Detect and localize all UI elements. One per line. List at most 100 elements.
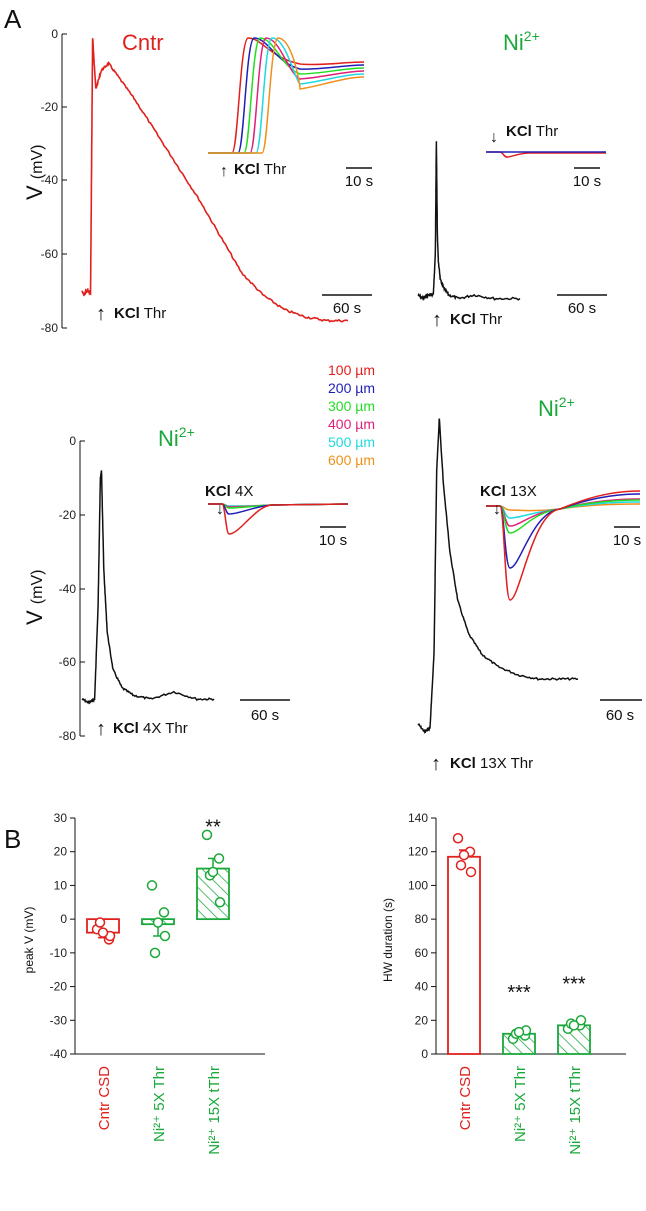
cntr-tick-label: -40	[41, 173, 59, 187]
peak-v-category-label: Ni²⁺ 5X Thr	[151, 1066, 168, 1142]
ni-thr-inset-trace	[486, 151, 606, 158]
cntr-tick-label: -60	[41, 247, 59, 261]
ni-13x-title: Ni2+	[538, 394, 575, 421]
ni-thr-stim-arrow: ↑	[432, 309, 442, 331]
hw-duration-bar	[447, 855, 481, 1055]
peak-v-tick-label: 20	[54, 845, 68, 859]
ni-4x-tick-label: -80	[59, 729, 77, 743]
cntr-title: Cntr	[122, 30, 164, 55]
peak-v-data-point	[97, 927, 109, 938]
ni-13x-inset-label: KCl 13X	[480, 483, 537, 500]
peak-v-data-point	[213, 853, 225, 864]
peak-v-tick-label: 0	[60, 912, 67, 926]
cntr-inset-trace	[208, 37, 365, 154]
ni-thr-inset-label: KCl Thr	[506, 123, 558, 140]
legend-item: 200 µm	[328, 380, 375, 396]
ni-13x-inset	[486, 490, 641, 601]
ni-13x-inset-trace	[486, 503, 641, 512]
legend-item: 300 µm	[328, 398, 375, 414]
hw-duration-tick-label: 40	[415, 980, 429, 994]
cntr-inset-scale-label: 10 s	[345, 173, 373, 190]
ni-4x-tick-label: -40	[59, 582, 77, 596]
cntr-inset-arrow: ↑	[220, 163, 228, 180]
peak-v-data-point	[207, 866, 219, 878]
ni-13x-inset-scale-label: 10 s	[613, 532, 641, 549]
legend-item: 400 µm	[328, 416, 375, 432]
peak-v-y-label: peak V (mV)	[22, 907, 36, 974]
peak-v-bar-chart: peak V (mV) 30 20 10 0 -10 -20 -30 -40 Cntr CSD N…	[22, 811, 265, 1155]
peak-v-data-point	[146, 880, 158, 891]
peak-v-tick-label: -10	[50, 946, 68, 960]
hw-duration-data-point	[465, 866, 477, 878]
cntr-trace	[81, 38, 349, 323]
distance-legend: 100 µm 200 µm 300 µm 400 µm 500 µm 600 µ…	[328, 362, 375, 468]
peak-v-data-point	[158, 907, 170, 918]
hw-duration-significance: ***	[507, 982, 531, 1004]
ni-4x-panel: 0 -20 -40 -60 -80 V (mV) Ni2+ ↑ KCl 4X T…	[22, 424, 349, 743]
hw-duration-tick-label: 20	[415, 1013, 429, 1027]
peak-v-data-point	[152, 917, 164, 928]
ni-4x-stim-label: KCl 4X Thr	[113, 720, 188, 737]
cntr-stim-label: KCl Thr	[114, 305, 166, 322]
cntr-inset-trace	[208, 37, 365, 154]
hw-duration-tick-label: 80	[415, 912, 429, 926]
legend-item: 500 µm	[328, 434, 375, 450]
peak-v-data-point	[94, 917, 106, 928]
ni-4x-stim-arrow: ↑	[96, 718, 106, 740]
hw-duration-data-point	[513, 1026, 525, 1038]
hw-duration-tick-label: 0	[421, 1047, 428, 1061]
peak-v-significance: **	[205, 817, 221, 839]
hw-duration-data-point	[452, 832, 464, 844]
peak-v-tick-label: 30	[54, 811, 68, 825]
peak-v-category-label: Cntr CSD	[96, 1066, 113, 1130]
ni-13x-inset-trace	[486, 493, 641, 569]
ni-thr-title: Ni2+	[503, 28, 540, 55]
ni-13x-stim-label: KCl 13X Thr	[450, 755, 533, 772]
ni-thr-panel: Ni2+ ↑ KCl Thr 60 s ↓ KCl Thr 10 s	[417, 28, 607, 331]
ni-4x-y-label: V (mV)	[22, 570, 47, 625]
ni-thr-stim-label: KCl Thr	[450, 311, 502, 328]
ni-4x-scale-label: 60 s	[251, 707, 279, 724]
ni-13x-trace	[417, 418, 579, 735]
hw-duration-significance: ***	[562, 973, 586, 995]
hw-duration-data-point	[575, 1015, 587, 1026]
cntr-tick-label: -20	[41, 100, 59, 114]
cntr-panel: 0 -20 -40 -60 -80 V (mV) Cntr ↑ KCl Thr …	[22, 27, 373, 335]
hw-duration-y-label: HW duration (s)	[381, 898, 395, 982]
ni-13x-inset-trace	[486, 490, 641, 601]
ni-thr-inset	[486, 151, 606, 158]
cntr-stim-arrow: ↑	[96, 303, 106, 325]
cntr-y-label: V (mV)	[22, 145, 47, 200]
peak-v-category-label: Ni²⁺ 15X tThr	[206, 1066, 223, 1155]
cntr-inset-trace	[208, 37, 365, 154]
peak-v-tick-label: -40	[50, 1047, 68, 1061]
peak-v-data-point	[214, 897, 226, 908]
ni-13x-inset-trace	[486, 499, 641, 534]
cntr-inset-trace	[208, 37, 365, 154]
panel-a-letter: A	[4, 4, 22, 34]
hw-duration-tick-label: 140	[408, 811, 428, 825]
hw-duration-tick-label: 120	[408, 845, 428, 859]
ni-13x-inset-trace	[486, 501, 641, 519]
ni-4x-inset-trace	[208, 503, 349, 535]
ni-4x-inset	[208, 503, 349, 535]
hw-duration-category-label: Ni²⁺ 5X Thr	[512, 1066, 529, 1142]
ni-thr-scale-label: 60 s	[568, 300, 596, 317]
peak-v-data-point	[159, 930, 171, 942]
ni-13x-scale-label: 60 s	[606, 707, 634, 724]
legend-item: 600 µm	[328, 452, 375, 468]
ni-4x-y-ticks: 0 -20 -40 -60 -80	[59, 434, 85, 743]
cntr-scale-label: 60 s	[333, 300, 361, 317]
hw-duration-category-label: Cntr CSD	[457, 1066, 474, 1130]
cntr-y-ticks: 0 -20 -40 -60 -80	[41, 27, 67, 335]
ni-thr-trace	[417, 141, 521, 301]
cntr-inset-label: KCl Thr	[234, 161, 286, 178]
panel-b-letter: B	[4, 824, 21, 854]
cntr-inset-trace	[208, 37, 365, 154]
ni-4x-inset-arrow: ↓	[216, 501, 224, 518]
ni-4x-tick-label: 0	[69, 434, 76, 448]
cntr-inset-trace	[208, 37, 365, 154]
ni-4x-inset-label: KCl 4X	[205, 483, 253, 500]
hw-duration-tick-label: 100	[408, 878, 428, 892]
